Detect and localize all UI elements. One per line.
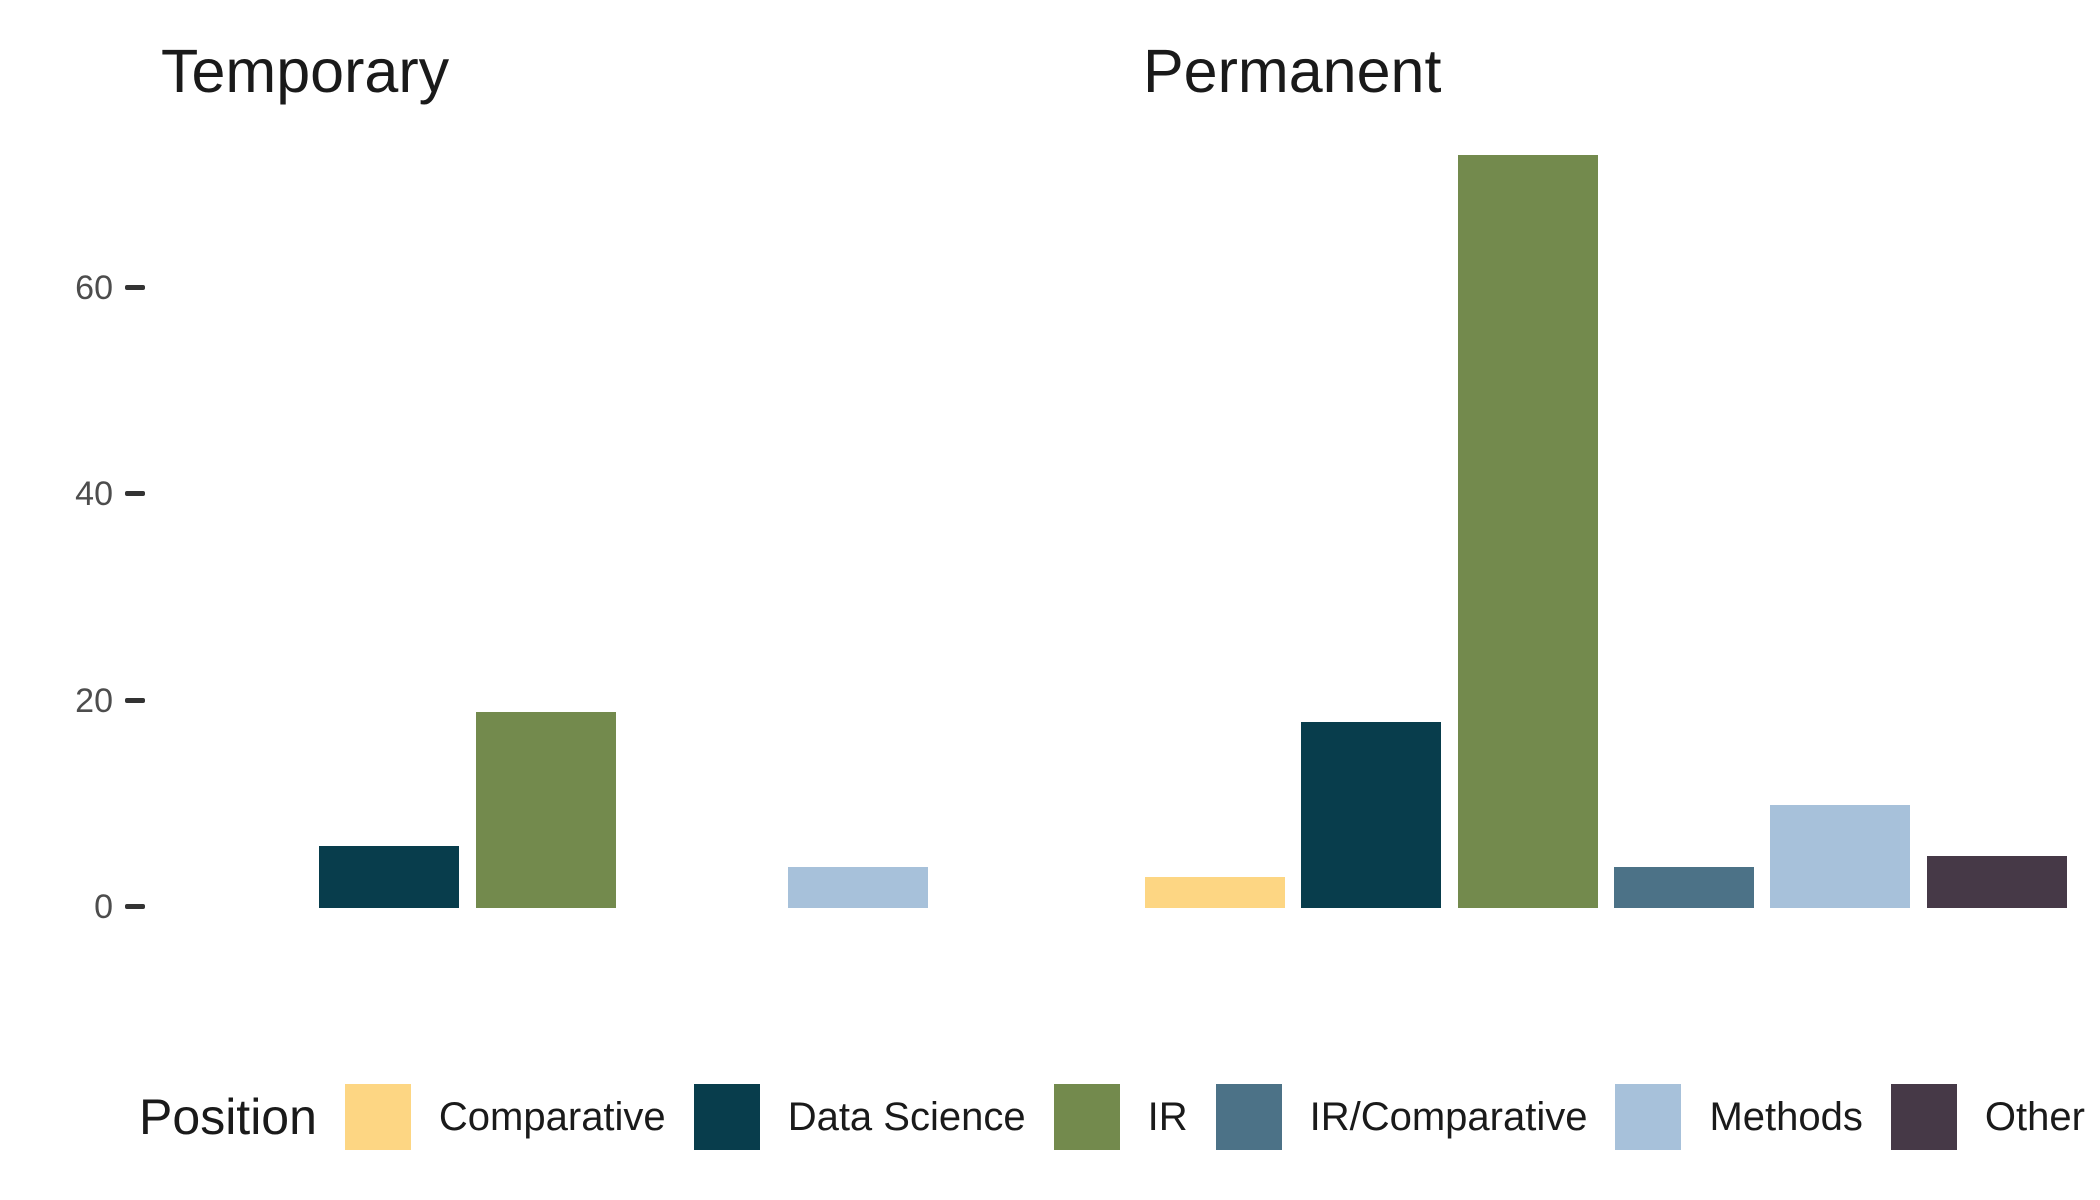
- legend-label-ir-comparative: IR/Comparative: [1309, 1094, 1588, 1139]
- y-tick-mark-0: [125, 904, 145, 909]
- bar-permanent-data-science: [1301, 722, 1442, 908]
- legend: Position Comparative Data Science IR IR/Com…: [62, 1084, 2100, 1150]
- y-tick-label-0: 0: [94, 888, 113, 926]
- legend-swatch-methods: [1615, 1084, 1682, 1150]
- bar-permanent-ir-comparative: [1613, 866, 1754, 908]
- bar-temporary-methods: [788, 866, 929, 908]
- bar-temporary-data-science: [319, 846, 460, 908]
- legend-title: Position: [139, 1089, 317, 1145]
- panel-temporary: [159, 110, 1097, 908]
- y-tick-label-60: 60: [75, 268, 113, 307]
- bar-permanent-comparative: [1145, 877, 1285, 908]
- facet-title-permanent: Permanent: [1143, 37, 1442, 105]
- y-tick-label-40: 40: [75, 475, 113, 514]
- legend-label-other: Other: [1984, 1094, 2085, 1139]
- bar-temporary-ir: [475, 711, 616, 908]
- y-tick-label-20: 20: [75, 681, 113, 720]
- bar-permanent-other: [1926, 856, 2067, 908]
- bar-permanent-methods: [1770, 804, 1911, 908]
- legend-swatch-other: [1890, 1084, 1957, 1150]
- facet-title-temporary: Temporary: [161, 37, 450, 105]
- legend-item-data-science: Data Science: [693, 1084, 1026, 1150]
- bar-permanent-ir: [1457, 154, 1598, 908]
- legend-label-ir: IR: [1147, 1094, 1188, 1139]
- legend-label-comparative: Comparative: [438, 1094, 666, 1139]
- legend-swatch-ir-comparative: [1215, 1084, 1282, 1150]
- legend-item-ir-comparative: IR/Comparative: [1215, 1084, 1588, 1150]
- y-tick-mark-40: [125, 491, 145, 497]
- legend-label-data-science: Data Science: [787, 1094, 1026, 1139]
- panel-permanent: [1141, 110, 2079, 908]
- y-tick-mark-60: [125, 284, 145, 290]
- legend-swatch-ir: [1053, 1084, 1120, 1150]
- legend-swatch-data-science: [693, 1084, 760, 1150]
- y-tick-mark-20: [125, 697, 145, 703]
- legend-item-methods: Methods: [1615, 1084, 1863, 1150]
- legend-item-other: Other: [1890, 1084, 2085, 1150]
- legend-item-comparative: Comparative: [344, 1084, 666, 1150]
- legend-swatch-comparative: [344, 1084, 411, 1150]
- legend-label-methods: Methods: [1709, 1094, 1863, 1139]
- legend-item-ir: IR: [1053, 1084, 1188, 1150]
